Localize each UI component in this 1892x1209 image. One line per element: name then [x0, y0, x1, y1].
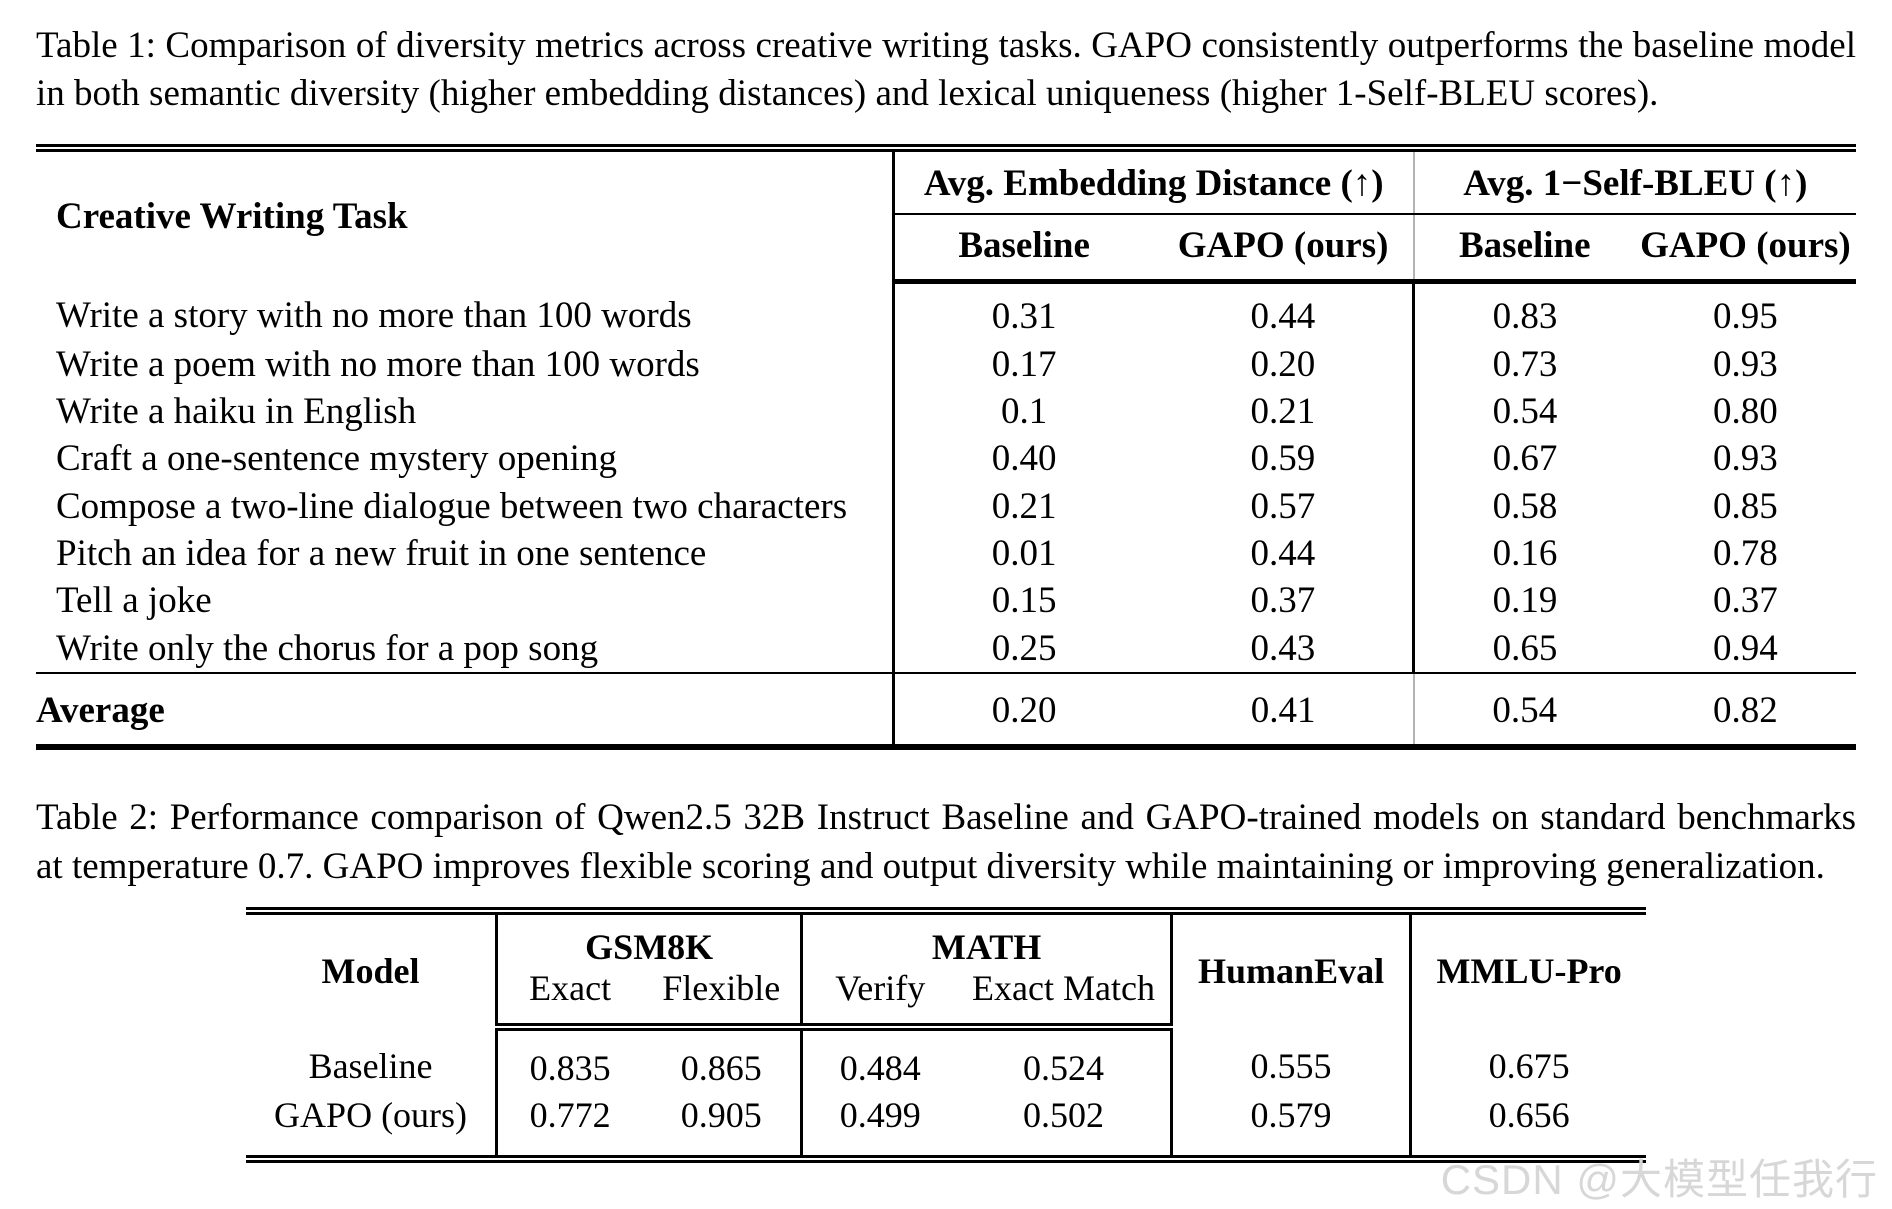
- value-cell: 0.40: [891, 435, 1154, 483]
- value-cell: 0.37: [1713, 580, 1778, 622]
- value-cell: 0.905: [680, 1095, 762, 1136]
- table1-task-column-header: Creative Writing Task: [56, 196, 408, 238]
- table2-group-math: MATH: [800, 910, 1172, 968]
- table2-model-header: Model: [321, 951, 420, 991]
- value-cell: 0.499: [800, 1092, 958, 1159]
- table1-body: Write a story with no more than 100 word…: [36, 281, 1856, 748]
- table1-group-self-bleu: Avg. 1−Self-BLEU (↑): [1412, 148, 1856, 216]
- table1-subheader-baseline-bleu: Baseline: [1412, 214, 1635, 285]
- value-cell: 0.54: [1412, 672, 1635, 748]
- value-cell: 0.865: [680, 1048, 762, 1089]
- task-cell: Write a story with no more than 100 word…: [56, 294, 692, 336]
- value-cell: 0.94: [1713, 627, 1778, 669]
- value-cell: 0.772: [495, 1092, 643, 1159]
- table2-subheader-flexible: Flexible: [642, 968, 802, 1032]
- value-cell: 0.80: [1713, 390, 1778, 432]
- table2-benchmark-performance: Model GSM8K MATH HumanEval MMLU-Pro Exac…: [246, 906, 1646, 1163]
- value-cell: 0.54: [1412, 387, 1635, 436]
- table-row: Write a haiku in English 0.1 0.21 0.54 0…: [36, 387, 1856, 436]
- table2-subheader-exact-match: Exact Match: [957, 968, 1172, 1032]
- task-cell: Pitch an idea for a new fruit in one sen…: [56, 532, 707, 574]
- value-cell: 0.73: [1412, 340, 1635, 388]
- table1-caption: Table 1: Comparison of diversity metrics…: [36, 25, 1856, 115]
- value-cell: 0.502: [1023, 1095, 1105, 1136]
- table1-group-embedding-distance: Avg. Embedding Distance (↑): [891, 148, 1414, 216]
- table2-group-gsm8k: GSM8K: [495, 910, 802, 968]
- value-cell: 0.95: [1713, 296, 1778, 338]
- value-cell: 0.44: [1250, 296, 1316, 338]
- table1-header: Creative Writing Task Avg. Embedding Dis…: [36, 148, 1856, 285]
- average-label: Average: [36, 672, 894, 748]
- task-cell: Write a haiku in English: [56, 390, 417, 432]
- table-row: Pitch an idea for a new fruit in one sen…: [36, 529, 1856, 578]
- task-cell: Write only the chorus for a pop song: [56, 627, 599, 669]
- table2-subheader-verify: Verify: [800, 968, 958, 1032]
- value-cell: 0.85: [1713, 485, 1778, 527]
- task-cell: Tell a joke: [56, 580, 212, 622]
- table-row: GAPO (ours) 0.772 0.905 0.499 0.502 0.57…: [246, 1092, 1646, 1159]
- value-cell: 0.83: [1412, 281, 1635, 341]
- table2-header: Model GSM8K MATH HumanEval MMLU-Pro Exac…: [246, 910, 1646, 1032]
- value-cell: 0.43: [1250, 627, 1316, 669]
- value-cell: 0.58: [1412, 482, 1635, 530]
- value-cell: 0.93: [1713, 438, 1778, 480]
- table-row: Craft a one-sentence mystery opening 0.4…: [36, 435, 1856, 483]
- value-cell: 0.01: [891, 529, 1154, 578]
- value-cell: 0.37: [1250, 580, 1316, 622]
- value-cell: 0.57: [1250, 485, 1316, 527]
- table-row: Write a poem with no more than 100 words…: [36, 340, 1856, 388]
- table1-average-row: Average 0.20 0.41 0.54 0.82: [36, 672, 1856, 748]
- value-cell: 0.484: [800, 1027, 958, 1093]
- value-cell: 0.65: [1412, 624, 1635, 674]
- table-row: Compose a two-line dialogue between two …: [36, 482, 1856, 530]
- task-cell: Compose a two-line dialogue between two …: [56, 485, 848, 527]
- table1-diversity-metrics: Creative Writing Task Avg. Embedding Dis…: [36, 144, 1856, 751]
- table2-header-humaneval: HumanEval: [1169, 910, 1411, 1028]
- value-cell: 0.25: [891, 624, 1154, 674]
- table2-subheader-exact: Exact: [495, 968, 643, 1032]
- value-cell: 0.19: [1412, 577, 1635, 625]
- value-cell: 0.82: [1634, 672, 1856, 748]
- table1-subheader-gapo-bleu: GAPO (ours): [1634, 214, 1856, 285]
- value-cell: 0.675: [1409, 1027, 1646, 1093]
- value-cell: 0.21: [1250, 390, 1316, 432]
- table1-subheader-gapo-embed: GAPO (ours): [1153, 214, 1414, 285]
- value-cell: 0.21: [891, 482, 1154, 530]
- value-cell: 0.579: [1169, 1092, 1411, 1159]
- value-cell: 0.44: [1250, 532, 1316, 574]
- value-cell: 0.524: [1023, 1048, 1105, 1089]
- value-cell: 0.93: [1713, 343, 1778, 385]
- task-cell: Craft a one-sentence mystery opening: [56, 438, 617, 480]
- value-cell: 0.656: [1409, 1092, 1646, 1159]
- value-cell: 0.31: [891, 281, 1154, 341]
- csdn-watermark: CSDN @大模型任我行: [1440, 1156, 1878, 1203]
- table-row: Baseline 0.835 0.865 0.484 0.524 0.555 0…: [246, 1027, 1646, 1093]
- value-cell: 0.59: [1250, 438, 1316, 480]
- table2-caption: Table 2: Performance comparison of Qwen2…: [36, 797, 1856, 887]
- value-cell: 0.1: [891, 387, 1154, 436]
- table-row: Write only the chorus for a pop song 0.2…: [36, 624, 1856, 674]
- table-row: Write a story with no more than 100 word…: [36, 281, 1856, 341]
- value-cell: 0.78: [1713, 532, 1778, 574]
- value-cell: 0.835: [495, 1027, 643, 1093]
- table2-body: Baseline 0.835 0.865 0.484 0.524 0.555 0…: [246, 1027, 1646, 1159]
- value-cell: 0.20: [1250, 343, 1316, 385]
- value-cell: 0.20: [891, 672, 1154, 748]
- model-cell: GAPO (ours): [274, 1095, 468, 1136]
- value-cell: 0.17: [891, 340, 1154, 388]
- value-cell: 0.555: [1169, 1027, 1411, 1093]
- task-cell: Write a poem with no more than 100 words: [56, 343, 700, 385]
- value-cell: 0.16: [1412, 529, 1635, 578]
- value-cell: 0.67: [1412, 435, 1635, 483]
- table1-subheader-baseline-embed: Baseline: [891, 214, 1154, 285]
- model-cell: Baseline: [308, 1046, 433, 1087]
- value-cell: 0.41: [1153, 672, 1414, 748]
- table-row: Tell a joke 0.15 0.37 0.19 0.37: [36, 577, 1856, 625]
- table2-header-mmlu-pro: MMLU-Pro: [1409, 910, 1646, 1028]
- value-cell: 0.15: [891, 577, 1154, 625]
